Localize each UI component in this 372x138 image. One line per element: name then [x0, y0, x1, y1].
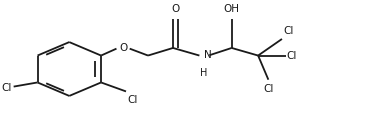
Text: Cl: Cl [283, 26, 294, 35]
Text: Cl: Cl [263, 83, 273, 94]
Text: O: O [171, 4, 180, 14]
Text: Cl: Cl [127, 95, 138, 105]
Text: H: H [200, 68, 208, 79]
Text: OH: OH [224, 4, 240, 14]
Text: O: O [119, 43, 127, 53]
Text: Cl: Cl [287, 51, 297, 61]
Text: Cl: Cl [1, 83, 12, 93]
Text: N: N [204, 50, 212, 60]
